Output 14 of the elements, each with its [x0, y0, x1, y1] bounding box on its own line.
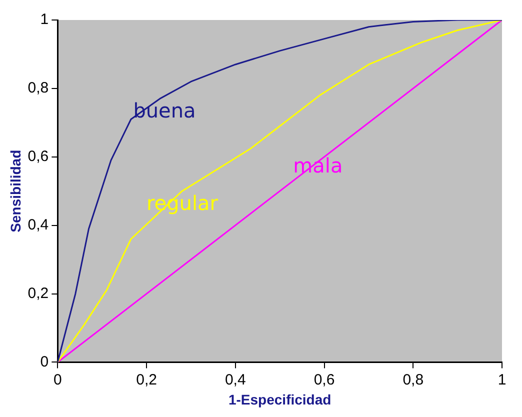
- x-tick-label: 1: [498, 371, 506, 388]
- y-tick-label: 0,4: [28, 216, 49, 234]
- x-axis-title: 1-Especificidad: [228, 391, 332, 408]
- x-tick-label: 0: [53, 371, 62, 388]
- y-tick-label: 0,2: [28, 284, 49, 302]
- y-tick-label: 1: [40, 11, 49, 28]
- x-tick-label: 0,8: [402, 371, 424, 388]
- y-tick-label: 0,8: [28, 80, 49, 97]
- x-tick-label: 0,2: [136, 371, 157, 388]
- y-axis-title: Sensibilidad: [7, 150, 24, 232]
- y-tick-label: 0,6: [28, 148, 49, 166]
- x-tick-label: 0,4: [224, 371, 246, 388]
- y-tick-label: 0: [40, 353, 49, 370]
- x-tick-label: 0,6: [314, 371, 335, 388]
